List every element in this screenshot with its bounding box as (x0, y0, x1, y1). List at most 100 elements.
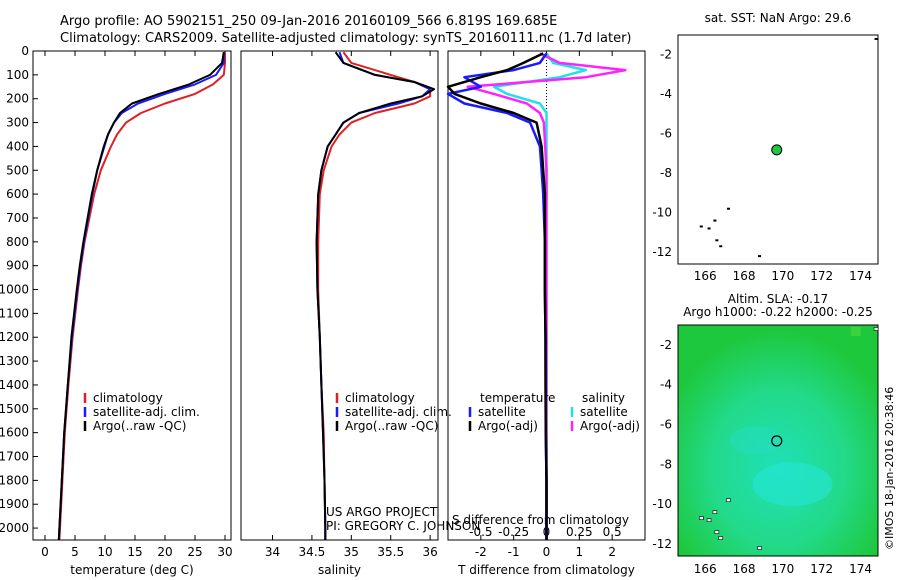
sla-argo-marker (771, 435, 783, 447)
sla-island (718, 536, 724, 540)
difference-x-tick-label: -1 (508, 545, 520, 559)
temperature-line-2 (57, 52, 225, 541)
difference-x2-tick-label: 0.5 (603, 525, 622, 539)
temperature-x-tick-label: 5 (71, 545, 79, 559)
difference-line-t-0 (446, 52, 548, 540)
sla-island (699, 516, 704, 520)
sst-island (726, 207, 730, 210)
depth-tick-label: 600 (6, 187, 29, 201)
depth-tick-label: 900 (6, 259, 29, 273)
sst-map-x-tick-label: 166 (694, 269, 717, 283)
salinity-line-1 (315, 51, 432, 540)
sla-map-title-1: Altim. SLA: -0.17 (728, 292, 828, 306)
temperature-x-tick-label: 0 (41, 545, 49, 559)
difference-legend-t-label: Argo(-adj) (478, 419, 538, 433)
project-label: US ARGO PROJECT (326, 505, 438, 519)
sla-island (714, 530, 720, 534)
sst-map-y-tick-label: -6 (660, 127, 672, 141)
depth-tick-label: 2000 (0, 521, 29, 535)
sla-island (712, 510, 718, 514)
depth-tick-label: 700 (6, 211, 29, 225)
salinity-x-tick-label: 36 (422, 545, 437, 559)
difference-x2-tick-label: -0.5 (469, 525, 492, 539)
title-line-2: Climatology: CARS2009. Satellite-adjuste… (60, 31, 632, 46)
salinity-legend-label: climatology (345, 391, 415, 405)
sst-island (699, 225, 703, 228)
sla-map-title-2: Argo h1000: -0.22 h2000: -0.25 (683, 305, 873, 319)
depth-tick-label: 200 (6, 92, 29, 106)
sla-map-x-tick-label: 168 (733, 562, 756, 576)
salinity-legend-label: satellite-adj. clim. (345, 405, 452, 419)
temperature-x-tick-label: 15 (127, 545, 142, 559)
sla-island (726, 498, 731, 503)
difference-x2-tick-label: -0.25 (498, 525, 529, 539)
sla-low-patch (752, 462, 833, 507)
salinity-legend-label: Argo(..raw -QC) (345, 419, 438, 433)
sst-island (713, 219, 717, 222)
imos-stamp: ©IMOS 18-Jan-2016 20:38:46 (883, 387, 896, 550)
legend-s-heading: salinity (582, 391, 625, 405)
temperature-xlabel: temperature (deg C) (70, 563, 193, 577)
difference-line-s-0 (492, 52, 588, 540)
sst-map-y-tick-label: -4 (660, 87, 672, 101)
difference-legend-t-label: satellite (478, 405, 526, 419)
title-line-1: Argo profile: AO 5902151_250 09-Jan-2016… (60, 14, 558, 29)
sst-map-x-tick-label: 174 (849, 269, 872, 283)
sla-map-x-tick-label: 172 (810, 562, 833, 576)
temperature-line-1 (57, 52, 225, 541)
pi-label: PI: GREGORY C. JOHNSON (326, 519, 480, 533)
sst-argo-marker (771, 144, 783, 156)
difference-x-tick-label: -2 (475, 545, 487, 559)
depth-tick-label: 1600 (0, 426, 29, 440)
sst-island (715, 239, 719, 242)
temperature-panel-frame (32, 50, 232, 541)
depth-tick-label: 300 (6, 116, 29, 130)
sst-map-x-tick-label: 168 (733, 269, 756, 283)
difference-x-tick-label: 1 (576, 545, 584, 559)
temperature-legend-label: Argo(..raw -QC) (93, 419, 186, 433)
depth-tick-label: 400 (6, 139, 29, 153)
sla-island (706, 518, 712, 522)
temperature-x-tick-label: 25 (187, 545, 202, 559)
salinity-x-tick-label: 35.5 (377, 545, 404, 559)
temperature-x-tick-label: 30 (217, 545, 232, 559)
sst-island (758, 255, 762, 258)
sla-map-y-tick-label: -2 (660, 338, 672, 352)
sst-map-y-tick-label: -2 (660, 48, 672, 62)
salinity-x-tick-label: 35 (344, 545, 359, 559)
sst-map-y-tick-label: -8 (660, 166, 672, 180)
sst-island (707, 227, 711, 230)
depth-tick-label: 1000 (0, 283, 29, 297)
depth-tick-label: 1200 (0, 330, 29, 344)
sla-map-y-tick-label: -8 (660, 457, 672, 471)
depth-tick-label: 1900 (0, 497, 29, 511)
sst-map-x-tick-label: 172 (810, 269, 833, 283)
depth-tick-label: 500 (6, 163, 29, 177)
depth-tick-label: 800 (6, 235, 29, 249)
sla-island (873, 327, 879, 331)
salinity-panel-frame (240, 50, 439, 541)
sst-map-y-tick-label: -12 (652, 245, 672, 259)
sla-island (757, 546, 762, 550)
temperature-x-tick-label: 20 (157, 545, 172, 559)
difference-xlabel: T difference from climatology (457, 563, 635, 577)
salinity-x-tick-label: 34.5 (299, 545, 326, 559)
difference-legend-s-label: Argo(-adj) (580, 419, 640, 433)
temperature-legend-label: satellite-adj. clim. (93, 405, 200, 419)
depth-tick-label: 1500 (0, 402, 29, 416)
legend-t-heading: temperature (480, 391, 555, 405)
sla-map-y-tick-label: -6 (660, 418, 672, 432)
sst-map-x-tick-label: 170 (771, 269, 794, 283)
sst-map-y-tick-label: -10 (652, 206, 672, 220)
difference-x-tick-label: 2 (608, 545, 616, 559)
difference-x2label: S difference from climatology (452, 513, 629, 527)
difference-legend-s-label: satellite (580, 405, 628, 419)
temperature-legend-label: climatology (93, 391, 163, 405)
difference-x-tick-label: 0 (543, 545, 551, 559)
depth-tick-label: 1400 (0, 378, 29, 392)
sla-map-x-tick-label: 170 (771, 562, 794, 576)
difference-x2-tick-label: 0.25 (566, 525, 593, 539)
salinity-line-2 (315, 51, 436, 540)
sla-map-y-tick-label: -4 (660, 378, 672, 392)
sst-island (874, 37, 878, 40)
